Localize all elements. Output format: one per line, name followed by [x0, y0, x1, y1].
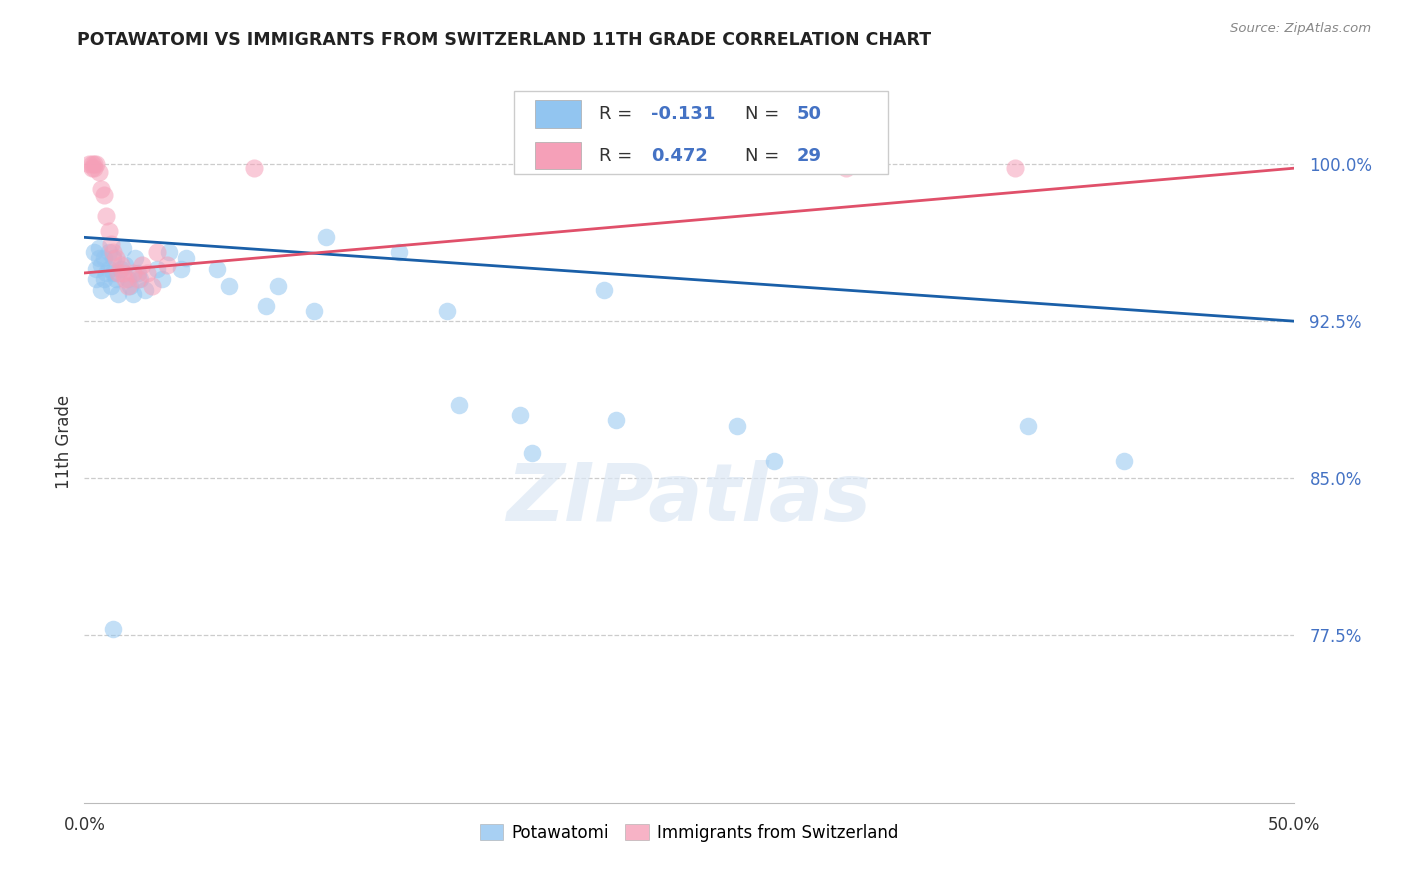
Point — [94, 266, 117, 280]
Point — [93, 272, 115, 286]
Point — [146, 245, 169, 260]
Point — [520, 446, 543, 460]
Point — [157, 245, 180, 260]
Text: -0.131: -0.131 — [651, 105, 716, 123]
Text: POTAWATOMI VS IMMIGRANTS FROM SWITZERLAND 11TH GRADE CORRELATION CHART: POTAWATOMI VS IMMIGRANTS FROM SWITZERLAN… — [77, 31, 931, 49]
Point — [121, 266, 143, 280]
Point — [174, 252, 197, 266]
Point — [835, 161, 858, 176]
Point — [100, 236, 122, 251]
Text: ZIPatlas: ZIPatlas — [506, 460, 872, 539]
Point — [97, 224, 120, 238]
Point — [218, 278, 240, 293]
Point — [146, 261, 169, 276]
Text: 50: 50 — [797, 105, 821, 123]
Point — [90, 283, 112, 297]
Point — [93, 188, 115, 202]
Text: 29: 29 — [797, 146, 821, 164]
Point — [141, 278, 163, 293]
Point — [86, 272, 108, 286]
Point — [127, 272, 149, 286]
Point — [110, 261, 132, 276]
Point — [93, 252, 115, 266]
Point — [117, 272, 139, 286]
Point — [254, 300, 277, 314]
Text: N =: N = — [745, 105, 785, 123]
Point — [87, 241, 110, 255]
Point — [302, 303, 325, 318]
Text: 0.472: 0.472 — [651, 146, 709, 164]
Point — [449, 398, 471, 412]
Point — [129, 272, 152, 286]
Point — [103, 622, 125, 636]
Point — [104, 272, 127, 286]
Point — [80, 157, 103, 171]
Point — [120, 278, 142, 293]
Point — [100, 278, 122, 293]
Point — [77, 157, 100, 171]
Point — [110, 258, 132, 272]
Point — [207, 261, 229, 276]
Point — [87, 252, 110, 266]
FancyBboxPatch shape — [513, 91, 889, 174]
Point — [90, 258, 112, 272]
Point — [80, 161, 103, 176]
Text: R =: R = — [599, 105, 638, 123]
Point — [83, 157, 105, 171]
Point — [103, 252, 125, 266]
Point — [112, 241, 135, 255]
Point — [1114, 454, 1136, 468]
Point — [315, 230, 337, 244]
Y-axis label: 11th Grade: 11th Grade — [55, 394, 73, 489]
Legend: Potawatomi, Immigrants from Switzerland: Potawatomi, Immigrants from Switzerland — [472, 817, 905, 848]
Text: N =: N = — [745, 146, 785, 164]
Point — [83, 161, 105, 176]
FancyBboxPatch shape — [536, 100, 581, 128]
Point — [114, 258, 136, 272]
Point — [436, 303, 458, 318]
Point — [242, 161, 264, 176]
Text: R =: R = — [599, 146, 638, 164]
Point — [94, 210, 117, 224]
FancyBboxPatch shape — [536, 142, 581, 169]
Point — [124, 252, 146, 266]
Point — [107, 266, 129, 280]
Point — [267, 278, 290, 293]
Point — [127, 266, 149, 280]
Point — [112, 266, 135, 280]
Point — [131, 258, 153, 272]
Point — [97, 261, 120, 276]
Point — [103, 266, 125, 280]
Point — [117, 278, 139, 293]
Text: Source: ZipAtlas.com: Source: ZipAtlas.com — [1230, 22, 1371, 36]
Point — [170, 261, 193, 276]
Point — [155, 258, 177, 272]
Point — [103, 245, 125, 260]
Point — [762, 454, 785, 468]
Point — [136, 266, 159, 280]
Point — [83, 245, 105, 260]
Point — [86, 261, 108, 276]
Point — [134, 283, 156, 297]
Point — [605, 412, 627, 426]
Point — [104, 252, 127, 266]
Point — [150, 272, 173, 286]
Point — [509, 409, 531, 423]
Point — [97, 245, 120, 260]
Point — [87, 165, 110, 179]
Point — [86, 157, 108, 171]
Point — [1017, 418, 1039, 433]
Point — [593, 283, 616, 297]
Point — [388, 245, 411, 260]
Point — [90, 182, 112, 196]
Point — [114, 272, 136, 286]
Point — [121, 286, 143, 301]
Point — [1004, 161, 1026, 176]
Point — [107, 286, 129, 301]
Point — [725, 418, 748, 433]
